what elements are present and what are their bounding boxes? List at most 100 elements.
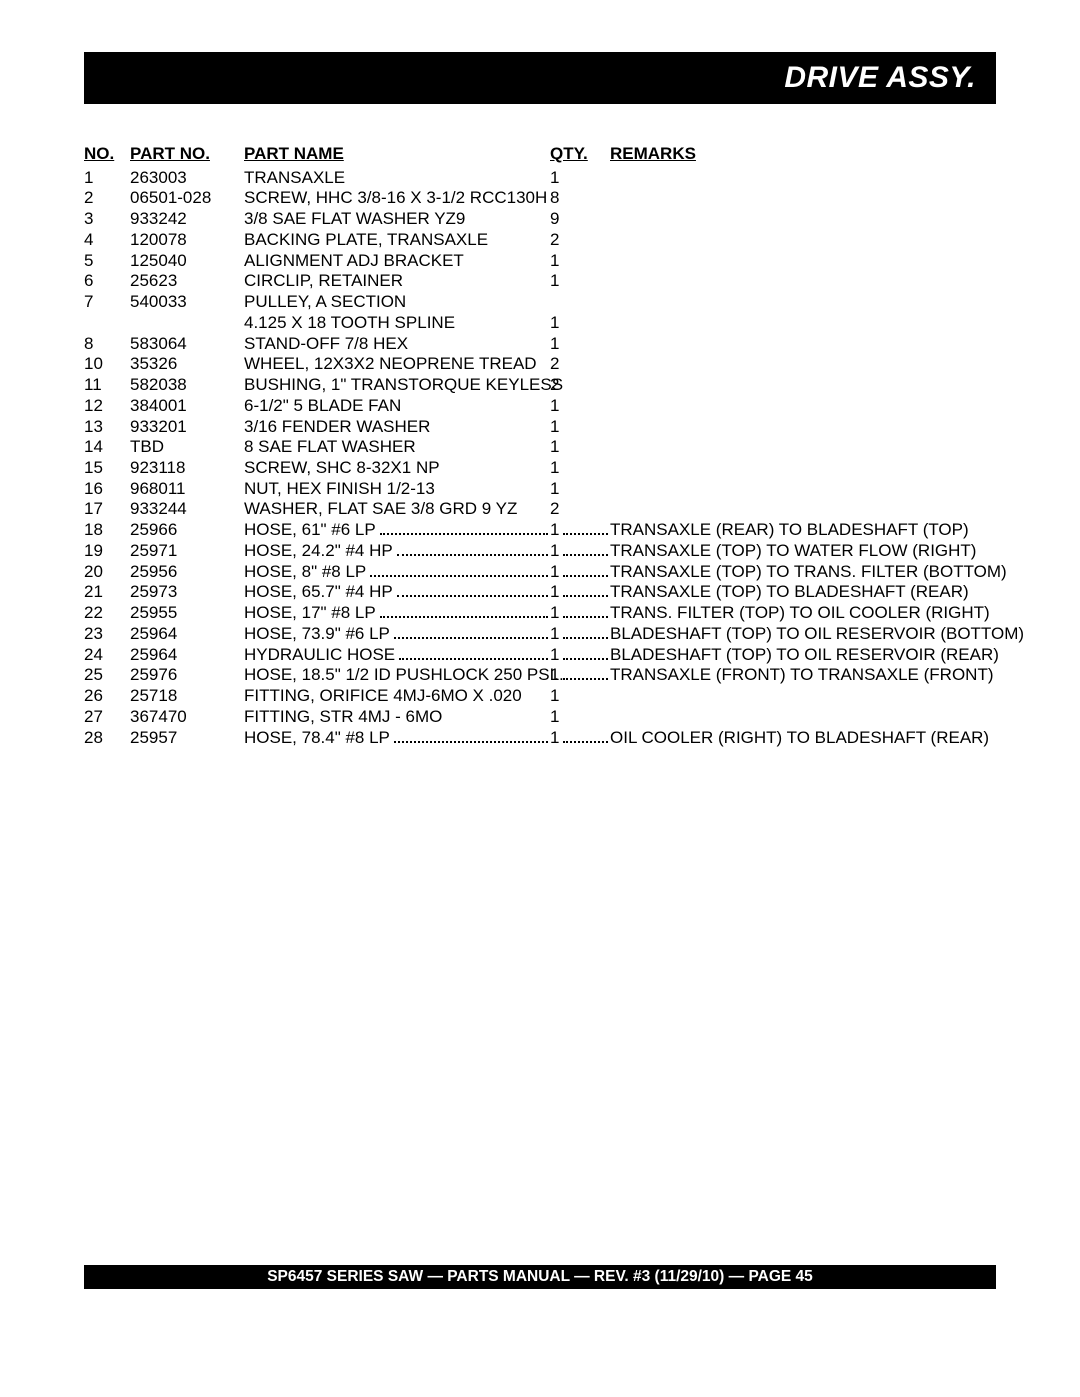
cell-part-no: 933244 bbox=[130, 499, 244, 520]
cell-part-no: 540033 bbox=[130, 292, 244, 313]
cell-part-name: HOSE, 61" #6 LP bbox=[244, 520, 550, 541]
cell-part-name: WASHER, FLAT SAE 3/8 GRD 9 YZ bbox=[244, 499, 550, 520]
cell-no: 5 bbox=[84, 251, 130, 272]
cell-qty: 1 bbox=[550, 582, 610, 603]
cell-no: 15 bbox=[84, 458, 130, 479]
cell-no: 4 bbox=[84, 230, 130, 251]
cell-qty: 8 bbox=[550, 188, 610, 209]
cell-remarks: OIL COOLER (RIGHT) TO BLADESHAFT (REAR) bbox=[610, 728, 996, 749]
cell-qty: 1 bbox=[550, 645, 610, 666]
col-header-part-name: PART NAME bbox=[244, 144, 550, 165]
cell-qty: 1 bbox=[550, 520, 610, 541]
cell-no: 20 bbox=[84, 562, 130, 583]
cell-remarks: TRANSAXLE (FRONT) TO TRANSAXLE (FRONT) bbox=[610, 665, 996, 686]
cell-part-no: 384001 bbox=[130, 396, 244, 417]
table-row: 139332013/16 FENDER WASHER1 bbox=[84, 417, 996, 438]
cell-part-no: 25718 bbox=[130, 686, 244, 707]
cell-part-name: 8 SAE FLAT WASHER bbox=[244, 437, 550, 458]
section-title: DRIVE ASSY. bbox=[784, 61, 976, 95]
table-row: 7540033PULLEY, A SECTION bbox=[84, 292, 996, 313]
cell-no: 21 bbox=[84, 582, 130, 603]
cell-part-name: SCREW, HHC 3/8-16 X 3-1/2 RCC130H bbox=[244, 188, 550, 209]
cell-part-no: 35326 bbox=[130, 354, 244, 375]
cell-qty: 9 bbox=[550, 209, 610, 230]
cell-no: 22 bbox=[84, 603, 130, 624]
table-row: 4120078BACKING PLATE, TRANSAXLE2 bbox=[84, 230, 996, 251]
table-row: 2025956HOSE, 8" #8 LP1TRANSAXLE (TOP) TO… bbox=[84, 562, 996, 583]
cell-remarks: TRANSAXLE (TOP) TO TRANS. FILTER (BOTTOM… bbox=[610, 562, 1007, 583]
cell-remarks: BLADESHAFT (TOP) TO OIL RESERVOIR (BOTTO… bbox=[610, 624, 1024, 645]
cell-qty: 2 bbox=[550, 230, 610, 251]
cell-part-name: BUSHING, 1" TRANSTORQUE KEYLESS bbox=[244, 375, 550, 396]
table-row: 14TBD8 SAE FLAT WASHER1 bbox=[84, 437, 996, 458]
table-row: 15923118SCREW, SHC 8-32X1 NP1 bbox=[84, 458, 996, 479]
cell-qty: 1 bbox=[550, 707, 610, 728]
cell-part-no: 25623 bbox=[130, 271, 244, 292]
cell-no: 18 bbox=[84, 520, 130, 541]
table-row: 5125040ALIGNMENT ADJ BRACKET1 bbox=[84, 251, 996, 272]
table-row: 1825966HOSE, 61" #6 LP1TRANSAXLE (REAR) … bbox=[84, 520, 996, 541]
table-row: 2525976HOSE, 18.5" 1/2 ID PUSHLOCK 250 P… bbox=[84, 665, 996, 686]
cell-part-no: 25955 bbox=[130, 603, 244, 624]
cell-qty: 1 bbox=[550, 479, 610, 500]
cell-qty: 1 bbox=[550, 437, 610, 458]
cell-part-no: 25973 bbox=[130, 582, 244, 603]
cell-part-name: SCREW, SHC 8-32X1 NP bbox=[244, 458, 550, 479]
cell-part-name: BACKING PLATE, TRANSAXLE bbox=[244, 230, 550, 251]
cell-qty: 1 bbox=[550, 686, 610, 707]
col-header-qty: QTY. bbox=[550, 144, 610, 165]
cell-remarks: TRANSAXLE (REAR) TO BLADESHAFT (TOP) bbox=[610, 520, 996, 541]
cell-part-name: HOSE, 78.4" #8 LP bbox=[244, 728, 550, 749]
cell-no: 8 bbox=[84, 334, 130, 355]
table-body: 1263003TRANSAXLE1206501-028SCREW, HHC 3/… bbox=[84, 168, 996, 749]
page: DRIVE ASSY. NO. PART NO. PART NAME QTY. … bbox=[0, 0, 1080, 748]
cell-part-no: 25976 bbox=[130, 665, 244, 686]
cell-part-name: 4.125 X 18 TOOTH SPLINE bbox=[244, 313, 550, 334]
cell-qty: 1 bbox=[550, 168, 610, 189]
cell-part-no: 923118 bbox=[130, 458, 244, 479]
table-row: 8583064STAND-OFF 7/8 HEX1 bbox=[84, 334, 996, 355]
cell-no: 28 bbox=[84, 728, 130, 749]
cell-part-no: 933242 bbox=[130, 209, 244, 230]
cell-remarks: BLADESHAFT (TOP) TO OIL RESERVOIR (REAR) bbox=[610, 645, 999, 666]
cell-part-name: FITTING, ORIFICE 4MJ-6MO X .020 bbox=[244, 686, 550, 707]
cell-part-name: HYDRAULIC HOSE bbox=[244, 645, 550, 666]
col-header-part-no: PART NO. bbox=[130, 144, 244, 165]
col-header-remarks: REMARKS bbox=[610, 144, 996, 165]
cell-qty: 1 bbox=[550, 624, 610, 645]
cell-qty: 1 bbox=[550, 728, 610, 749]
cell-part-name: 3/16 FENDER WASHER bbox=[244, 417, 550, 438]
cell-remarks: TRANS. FILTER (TOP) TO OIL COOLER (RIGHT… bbox=[610, 603, 996, 624]
cell-part-name: 3/8 SAE FLAT WASHER YZ9 bbox=[244, 209, 550, 230]
col-header-no: NO. bbox=[84, 144, 130, 165]
table-row: 2125973HOSE, 65.7" #4 HP1TRANSAXLE (TOP)… bbox=[84, 582, 996, 603]
cell-part-name: TRANSAXLE bbox=[244, 168, 550, 189]
table-header-row: NO. PART NO. PART NAME QTY. REMARKS bbox=[84, 144, 996, 165]
cell-qty: 1 bbox=[550, 603, 610, 624]
cell-part-no: 25956 bbox=[130, 562, 244, 583]
cell-part-no: 25957 bbox=[130, 728, 244, 749]
cell-part-no: 120078 bbox=[130, 230, 244, 251]
cell-no: 2 bbox=[84, 188, 130, 209]
cell-qty: 1 bbox=[550, 396, 610, 417]
cell-part-name: 6-1/2" 5 BLADE FAN bbox=[244, 396, 550, 417]
table-row: 2425964HYDRAULIC HOSE1BLADESHAFT (TOP) T… bbox=[84, 645, 996, 666]
cell-part-name: NUT, HEX FINISH 1/2-13 bbox=[244, 479, 550, 500]
cell-part-name: HOSE, 65.7" #4 HP bbox=[244, 582, 550, 603]
table-row: 39332423/8 SAE FLAT WASHER YZ99 bbox=[84, 209, 996, 230]
cell-part-no: 583064 bbox=[130, 334, 244, 355]
cell-qty: 1 bbox=[550, 562, 610, 583]
table-row: 625623CIRCLIP, RETAINER1 bbox=[84, 271, 996, 292]
cell-no: 1 bbox=[84, 168, 130, 189]
cell-part-no: 25971 bbox=[130, 541, 244, 562]
cell-part-no: 968011 bbox=[130, 479, 244, 500]
cell-part-no: 06501-028 bbox=[130, 188, 244, 209]
table-row: 27367470FITTING, STR 4MJ - 6MO1 bbox=[84, 707, 996, 728]
cell-qty: 1 bbox=[550, 334, 610, 355]
cell-part-no: 367470 bbox=[130, 707, 244, 728]
table-row: 2625718FITTING, ORIFICE 4MJ-6MO X .0201 bbox=[84, 686, 996, 707]
cell-part-no: 25964 bbox=[130, 645, 244, 666]
cell-part-name: FITTING, STR 4MJ - 6MO bbox=[244, 707, 550, 728]
cell-no: 17 bbox=[84, 499, 130, 520]
cell-no: 27 bbox=[84, 707, 130, 728]
